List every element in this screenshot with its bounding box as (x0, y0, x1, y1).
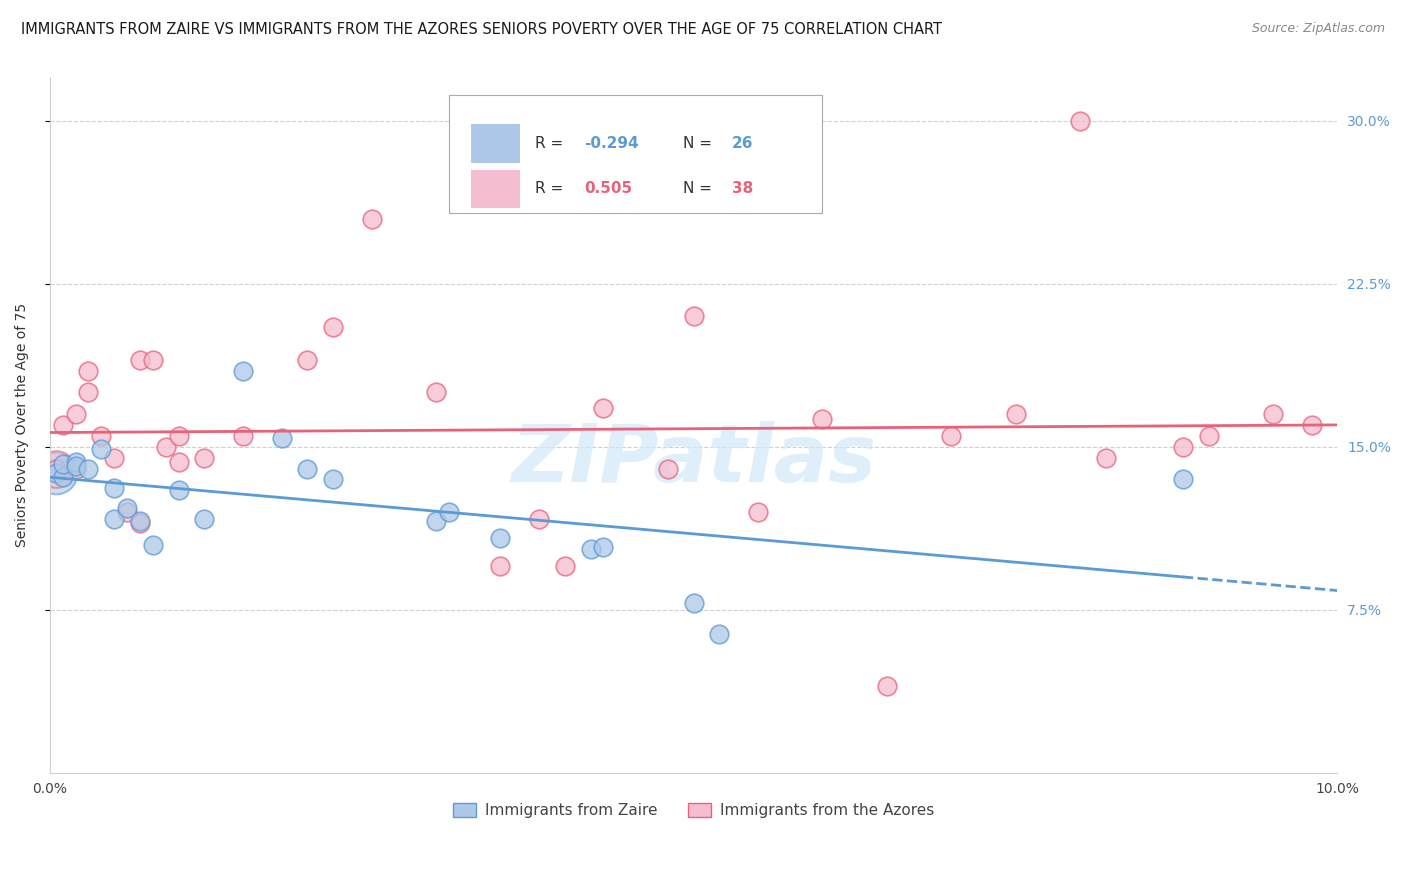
Point (193, 450, 215, 465)
Point (155, 440, 177, 454)
Point (129, 516, 152, 530)
Point (270, 431, 292, 445)
FancyBboxPatch shape (449, 95, 823, 213)
Point (939, 429, 962, 443)
Point (65, 455, 87, 469)
Point (1261, 407, 1284, 421)
Point (1198, 429, 1220, 443)
Text: 26: 26 (733, 136, 754, 151)
Point (682, 596, 704, 610)
Point (489, 531, 512, 545)
Point (592, 401, 614, 415)
Point (232, 364, 254, 378)
Text: R =: R = (536, 181, 568, 196)
Text: R =: R = (536, 136, 568, 151)
Point (45, 466, 67, 480)
Point (360, 211, 382, 226)
FancyBboxPatch shape (471, 124, 520, 162)
Point (322, 320, 344, 334)
Point (129, 352, 152, 367)
Point (167, 483, 190, 498)
Point (297, 461, 319, 475)
Text: Source: ZipAtlas.com: Source: ZipAtlas.com (1251, 22, 1385, 36)
Point (142, 352, 165, 367)
Point (1301, 418, 1323, 433)
Point (45, 461, 67, 475)
Point (77, 364, 100, 378)
Point (129, 514, 152, 528)
Text: 0.505: 0.505 (583, 181, 633, 196)
Point (1094, 450, 1116, 465)
Point (103, 450, 125, 465)
Point (425, 514, 447, 528)
Text: ZIPatlas: ZIPatlas (512, 421, 876, 499)
Point (425, 385, 447, 400)
Point (77, 461, 100, 475)
Point (45, 466, 67, 480)
Point (52, 418, 75, 433)
Point (592, 540, 614, 554)
Point (437, 505, 460, 519)
Point (65, 407, 87, 421)
Point (193, 511, 215, 525)
Point (747, 505, 769, 519)
Point (1171, 472, 1194, 486)
Point (90, 442, 112, 456)
Point (657, 461, 679, 475)
Point (52, 457, 75, 471)
Point (103, 481, 125, 495)
Legend: Immigrants from Zaire, Immigrants from the Azores: Immigrants from Zaire, Immigrants from t… (447, 797, 941, 824)
Point (45, 461, 67, 475)
Point (65, 461, 87, 475)
Point (115, 505, 138, 519)
Text: N =: N = (683, 136, 717, 151)
Point (1171, 440, 1194, 454)
Point (554, 559, 576, 574)
Point (103, 511, 125, 525)
Text: -0.294: -0.294 (583, 136, 638, 151)
Point (115, 500, 138, 515)
Point (1069, 114, 1091, 128)
Point (1004, 407, 1026, 421)
Point (142, 538, 165, 552)
Text: 38: 38 (733, 181, 754, 196)
Point (682, 310, 704, 324)
Y-axis label: Seniors Poverty Over the Age of 75: Seniors Poverty Over the Age of 75 (15, 303, 30, 547)
Point (876, 679, 898, 693)
Point (811, 411, 834, 425)
Point (167, 429, 190, 443)
Point (297, 352, 319, 367)
Text: N =: N = (683, 181, 717, 196)
Point (167, 455, 190, 469)
Point (232, 429, 254, 443)
Point (90, 429, 112, 443)
FancyBboxPatch shape (471, 169, 520, 208)
Point (527, 511, 550, 525)
Point (52, 470, 75, 484)
Point (489, 559, 512, 574)
Point (322, 472, 344, 486)
Point (709, 626, 731, 640)
Text: IMMIGRANTS FROM ZAIRE VS IMMIGRANTS FROM THE AZORES SENIORS POVERTY OVER THE AGE: IMMIGRANTS FROM ZAIRE VS IMMIGRANTS FROM… (21, 22, 942, 37)
Point (579, 541, 602, 556)
Point (65, 459, 87, 474)
Point (77, 385, 100, 400)
